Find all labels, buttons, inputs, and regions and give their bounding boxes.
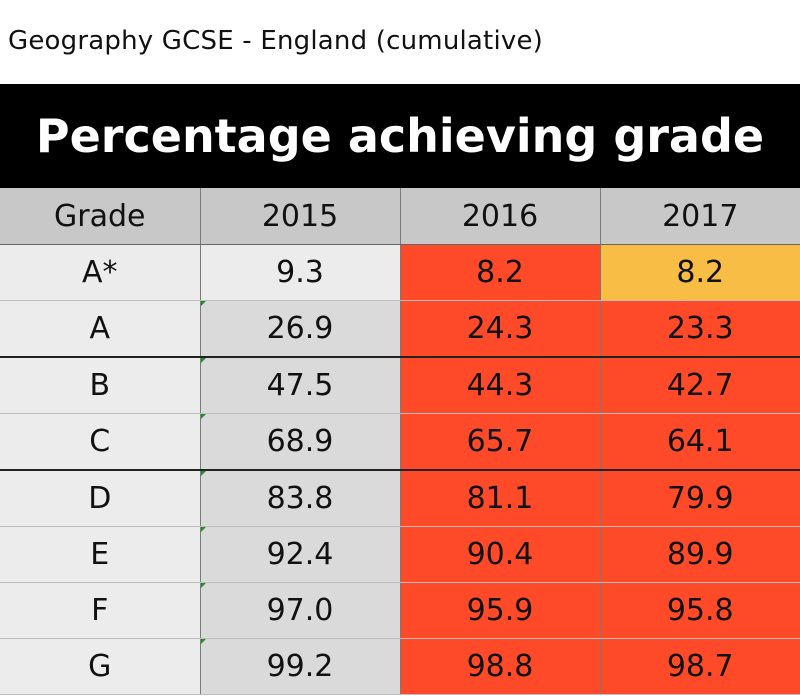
value-cell-2017: 89.9	[599, 526, 800, 583]
table-row: A* 9.3 8.2 8.2	[0, 244, 800, 301]
header-2017: 2017	[599, 188, 800, 245]
value-cell-2016: 44.3	[399, 356, 600, 414]
value-cell-2015: 92.4	[199, 526, 400, 583]
grade-cell: G	[0, 638, 200, 695]
table-row: A 26.9 24.3 23.3	[0, 300, 800, 358]
grade-cell: A	[0, 300, 200, 358]
header-grade: Grade	[0, 188, 200, 245]
grade-table: Grade 2015 2016 2017 A* 9.3 8.2 8.2 A 26.9 24.…	[0, 188, 800, 695]
header-row: Grade 2015 2016 2017	[0, 188, 800, 245]
value-cell-2016: 8.2	[399, 244, 600, 301]
value-cell-2016: 90.4	[399, 526, 600, 583]
grade-cell: C	[0, 413, 200, 471]
grade-cell: D	[0, 469, 200, 527]
value-cell-2016: 65.7	[399, 413, 600, 471]
grade-cell: E	[0, 526, 200, 583]
value-cell-2016: 24.3	[399, 300, 600, 358]
value-cell-2016: 95.9	[399, 582, 600, 639]
value-cell-2015: 47.5	[199, 356, 400, 414]
value-cell-2016: 81.1	[399, 469, 600, 527]
value-cell-2017: 79.9	[599, 469, 800, 527]
value-cell-2017: 8.2	[599, 244, 800, 301]
grade-cell: B	[0, 356, 200, 414]
grade-cell: F	[0, 582, 200, 639]
value-cell-2016: 98.8	[399, 638, 600, 695]
table-row: C 68.9 65.7 64.1	[0, 413, 800, 471]
table-title: Percentage achieving grade	[0, 84, 800, 188]
table-row: B 47.5 44.3 42.7	[0, 356, 800, 414]
value-cell-2017: 42.7	[599, 356, 800, 414]
value-cell-2015: 68.9	[199, 413, 400, 471]
value-cell-2017: 98.7	[599, 638, 800, 695]
value-cell-2015: 97.0	[199, 582, 400, 639]
value-cell-2015: 9.3	[199, 244, 400, 301]
header-2015: 2015	[199, 188, 400, 245]
table-row: F 97.0 95.9 95.8	[0, 582, 800, 639]
value-cell-2017: 95.8	[599, 582, 800, 639]
value-cell-2017: 23.3	[599, 300, 800, 358]
table-row: G 99.2 98.8 98.7	[0, 638, 800, 695]
table-row: D 83.8 81.1 79.9	[0, 469, 800, 527]
value-cell-2017: 64.1	[599, 413, 800, 471]
grade-cell: A*	[0, 244, 200, 301]
table-row: E 92.4 90.4 89.9	[0, 526, 800, 583]
value-cell-2015: 26.9	[199, 300, 400, 358]
value-cell-2015: 99.2	[199, 638, 400, 695]
header-2016: 2016	[399, 188, 600, 245]
chart-caption: Geography GCSE - England (cumulative)	[8, 26, 543, 56]
value-cell-2015: 83.8	[199, 469, 400, 527]
